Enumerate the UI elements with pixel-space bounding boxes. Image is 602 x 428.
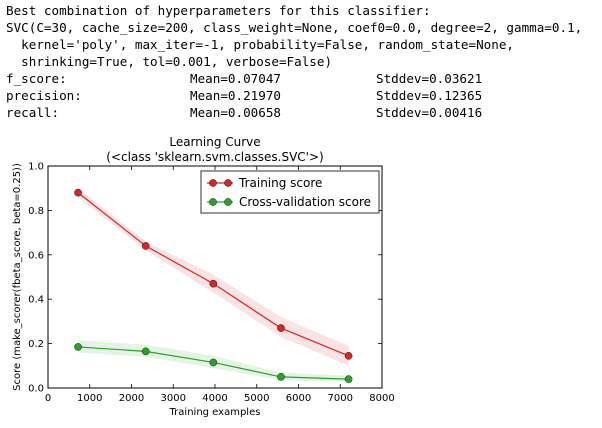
legend-marker	[224, 179, 232, 187]
data-point	[344, 352, 353, 360]
data-point	[209, 358, 218, 367]
legend-marker	[224, 198, 232, 206]
params-line: kernel='poly', max_iter=-1, probability=…	[6, 37, 514, 52]
y-tick-label: 0.8	[28, 206, 44, 217]
output-text: Best combination of hyperparameters for …	[6, 2, 582, 70]
y-tick-label: 0.0	[28, 384, 44, 395]
y-axis-label: Score (make_scorer(fbeta_score, beta=0.2…	[12, 163, 23, 391]
x-tick-label: 5000	[244, 393, 269, 404]
ticks: 0 1000 2000 3000 4000 5000 6000 7000 8000 0.0 0.2 0…	[28, 162, 395, 405]
legend-label: Cross-validation score	[239, 195, 371, 209]
y-tick-label: 0.6	[28, 250, 44, 261]
output-header: Best combination of hyperparameters for …	[6, 3, 431, 18]
metric-name: f_score:	[6, 71, 67, 86]
data-point	[141, 347, 150, 356]
metric-row: f_score: Mean=0.07047 Stddev=0.03621	[6, 70, 482, 87]
data-point	[209, 279, 218, 288]
legend-label: Training score	[238, 176, 322, 190]
x-tick-label: 4000	[202, 393, 227, 404]
x-tick-label: 1000	[77, 393, 102, 404]
chart-title: Learning Curve	[169, 135, 260, 149]
y-tick-label: 1.0	[28, 162, 44, 173]
data-point	[74, 188, 82, 197]
x-tick-label: 2000	[119, 393, 144, 404]
x-tick-label: 7000	[328, 393, 353, 404]
data-point	[344, 375, 353, 383]
metric-mean: Mean=0.00658	[190, 105, 281, 120]
series-band-0	[78, 188, 349, 366]
data-point	[277, 373, 285, 381]
x-tick-label: 8000	[369, 393, 394, 404]
data-point	[277, 324, 285, 332]
metric-row: precision: Mean=0.21970 Stddev=0.12365	[6, 87, 482, 104]
x-axis-label: Training examples	[169, 407, 261, 418]
params-line: SVC(C=30, cache_size=200, class_weight=N…	[6, 20, 583, 35]
metric-name: recall:	[6, 105, 60, 120]
data-point	[74, 343, 82, 351]
metric-mean: Mean=0.07047	[190, 71, 281, 86]
legend-box	[200, 170, 380, 214]
legend-marker	[209, 198, 217, 206]
metric-name: precision:	[6, 88, 82, 103]
metric-row: recall: Mean=0.00658 Stddev=0.00416	[6, 104, 482, 121]
data-point	[141, 242, 150, 250]
metrics-table: f_score: Mean=0.07047 Stddev=0.03621 pre…	[6, 70, 482, 121]
x-tick-label: 6000	[286, 393, 311, 404]
params-line: shrinking=True, tol=0.001, verbose=False…	[6, 54, 333, 69]
legend: Training score Cross-validation score	[200, 170, 380, 214]
y-tick-label: 0.4	[28, 295, 44, 306]
x-tick-label: 3000	[161, 393, 186, 404]
y-tick-label: 0.2	[28, 339, 44, 350]
metric-std: Stddev=0.12365	[376, 88, 483, 103]
legend-marker	[209, 179, 217, 187]
metric-std: Stddev=0.00416	[376, 105, 483, 120]
series-points	[74, 188, 353, 383]
chart-subtitle: (<class 'sklearn.svm.classes.SVC'>)	[106, 150, 323, 164]
metric-std: Stddev=0.03621	[376, 71, 483, 86]
x-tick-label: 0	[45, 393, 51, 404]
metric-mean: Mean=0.21970	[190, 88, 281, 103]
